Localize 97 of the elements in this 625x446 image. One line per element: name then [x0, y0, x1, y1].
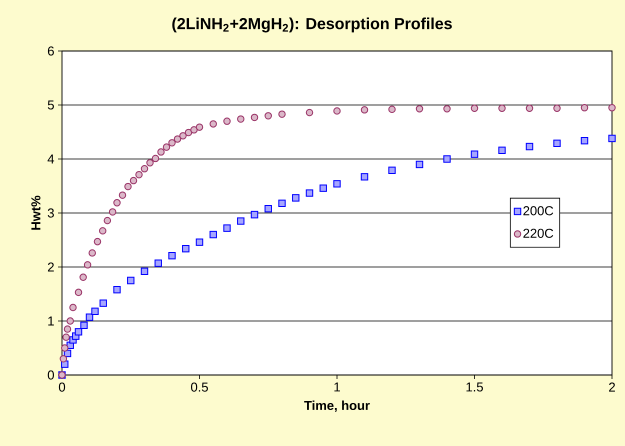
- point: [184, 128, 192, 136]
- point: [608, 134, 616, 142]
- y-tick-label: 0: [48, 370, 54, 380]
- point: [135, 170, 143, 178]
- point: [104, 216, 112, 224]
- point: [69, 304, 77, 312]
- point: [86, 314, 94, 321]
- x-tick-label: 0.5: [191, 382, 208, 392]
- point: [416, 160, 424, 168]
- point: [64, 325, 72, 333]
- point: [154, 260, 162, 267]
- point: [210, 230, 217, 238]
- point: [168, 252, 176, 260]
- point: [237, 217, 244, 225]
- y-tick-label: 2: [48, 262, 54, 272]
- point: [174, 135, 182, 143]
- point: [196, 123, 204, 131]
- point: [94, 238, 102, 246]
- point: [470, 104, 478, 112]
- point: [333, 180, 341, 188]
- legend-label: 220C: [523, 228, 554, 238]
- legend-label: 200C: [523, 206, 554, 216]
- point: [146, 159, 154, 166]
- point: [60, 355, 68, 362]
- point: [580, 104, 588, 112]
- point: [124, 182, 132, 190]
- x-tick-label: 0: [58, 382, 66, 392]
- point: [333, 107, 341, 115]
- point: [470, 150, 478, 158]
- point: [292, 194, 300, 202]
- point: [140, 165, 148, 172]
- point: [360, 106, 368, 114]
- point: [223, 117, 231, 125]
- point: [152, 154, 160, 162]
- point: [79, 274, 87, 281]
- point: [443, 155, 451, 163]
- y-tick-label: 3: [48, 208, 54, 218]
- point: [306, 108, 314, 116]
- point: [130, 176, 138, 184]
- point: [498, 104, 506, 112]
- point: [250, 114, 258, 122]
- point: [264, 112, 272, 120]
- point: [237, 115, 244, 123]
- x-tick-label: 1: [334, 382, 340, 392]
- point: [118, 191, 126, 199]
- point: [553, 140, 561, 148]
- point: [416, 105, 424, 112]
- x-tick-label: 1.5: [466, 382, 483, 392]
- point: [127, 276, 134, 284]
- point: [74, 288, 82, 296]
- y-tick-label: 6: [48, 46, 54, 56]
- point: [61, 344, 68, 352]
- point: [278, 200, 286, 207]
- point: [66, 317, 74, 325]
- x-tick-label: 2: [609, 382, 615, 392]
- point: [498, 146, 506, 154]
- point: [113, 199, 121, 206]
- point: [100, 299, 107, 307]
- point: [526, 104, 534, 112]
- point: [62, 334, 70, 341]
- point: [388, 106, 396, 114]
- point: [80, 322, 88, 330]
- x-axis-title: Time, hour: [304, 400, 370, 412]
- point: [108, 208, 116, 216]
- point: [140, 268, 148, 276]
- y-tick-label: 4: [48, 154, 54, 164]
- point: [210, 120, 217, 128]
- point: [196, 238, 204, 246]
- point: [608, 104, 616, 112]
- point: [74, 328, 82, 336]
- point: [320, 184, 327, 192]
- chart-title: (2LiNH$_{2}$+2MgH$_{2}$): Desorption Profiles: [172, 18, 452, 32]
- point: [99, 227, 106, 235]
- point: [443, 105, 451, 112]
- point: [84, 261, 92, 269]
- point: [182, 244, 190, 252]
- point: [223, 224, 231, 232]
- point: [553, 104, 561, 112]
- y-tick-label: 5: [48, 100, 54, 110]
- point: [168, 139, 176, 146]
- y-axis-title: Hwt%: [31, 196, 40, 230]
- point: [190, 126, 198, 134]
- point: [306, 189, 314, 197]
- point: [580, 136, 588, 144]
- point: [250, 210, 258, 218]
- point: [388, 166, 396, 174]
- point: [162, 143, 170, 151]
- point: [113, 286, 121, 294]
- point: [179, 132, 187, 140]
- point: [278, 110, 286, 118]
- point: [88, 249, 96, 257]
- point: [264, 204, 272, 212]
- point: [157, 148, 165, 156]
- point: [526, 142, 534, 150]
- point: [360, 173, 368, 181]
- y-tick-label: 1: [48, 316, 54, 326]
- point: [91, 308, 99, 315]
